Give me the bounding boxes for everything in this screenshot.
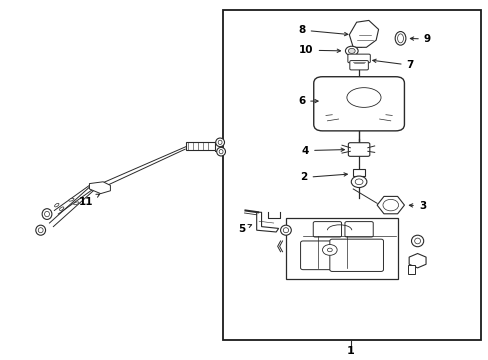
Ellipse shape bbox=[414, 238, 420, 244]
FancyBboxPatch shape bbox=[329, 239, 383, 271]
Ellipse shape bbox=[55, 203, 59, 207]
Text: 7: 7 bbox=[372, 59, 413, 70]
Circle shape bbox=[350, 176, 366, 188]
Ellipse shape bbox=[280, 225, 291, 235]
FancyBboxPatch shape bbox=[347, 54, 369, 63]
Circle shape bbox=[322, 244, 336, 255]
FancyBboxPatch shape bbox=[300, 241, 331, 270]
Ellipse shape bbox=[44, 211, 49, 217]
Ellipse shape bbox=[397, 34, 403, 43]
FancyBboxPatch shape bbox=[313, 222, 341, 237]
Text: 6: 6 bbox=[297, 96, 317, 106]
Ellipse shape bbox=[74, 202, 79, 205]
Text: 9: 9 bbox=[409, 34, 430, 44]
Ellipse shape bbox=[60, 207, 64, 211]
Bar bbox=[407, 265, 414, 274]
Text: 3: 3 bbox=[408, 201, 425, 211]
FancyBboxPatch shape bbox=[349, 60, 367, 70]
Circle shape bbox=[354, 179, 362, 185]
Circle shape bbox=[345, 46, 357, 55]
Text: 10: 10 bbox=[299, 45, 340, 55]
Ellipse shape bbox=[216, 147, 225, 156]
FancyBboxPatch shape bbox=[285, 218, 397, 279]
Polygon shape bbox=[348, 21, 378, 47]
Text: 2: 2 bbox=[300, 172, 346, 183]
Text: 4: 4 bbox=[301, 145, 344, 156]
FancyBboxPatch shape bbox=[347, 143, 369, 156]
Text: 1: 1 bbox=[346, 346, 354, 356]
Ellipse shape bbox=[69, 198, 74, 201]
Text: 8: 8 bbox=[298, 25, 347, 36]
Text: 5: 5 bbox=[238, 224, 251, 234]
Ellipse shape bbox=[36, 225, 45, 235]
FancyBboxPatch shape bbox=[344, 222, 372, 237]
Ellipse shape bbox=[346, 87, 380, 107]
Circle shape bbox=[382, 199, 398, 211]
Ellipse shape bbox=[42, 209, 52, 220]
Circle shape bbox=[347, 48, 354, 53]
Polygon shape bbox=[256, 212, 278, 232]
Ellipse shape bbox=[219, 149, 223, 154]
Bar bbox=[185, 141, 215, 150]
Ellipse shape bbox=[283, 228, 288, 233]
Bar bbox=[222, 10, 480, 339]
Bar bbox=[352, 169, 364, 176]
Ellipse shape bbox=[394, 32, 405, 45]
Ellipse shape bbox=[38, 228, 43, 233]
Text: 11: 11 bbox=[79, 194, 100, 207]
Ellipse shape bbox=[411, 235, 423, 247]
FancyBboxPatch shape bbox=[313, 77, 404, 131]
Ellipse shape bbox=[218, 140, 222, 144]
Polygon shape bbox=[89, 182, 110, 194]
Ellipse shape bbox=[215, 138, 224, 147]
